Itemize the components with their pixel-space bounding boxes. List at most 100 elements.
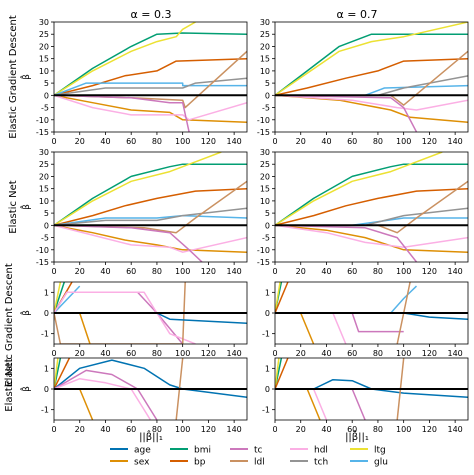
y-tick-label: 30 — [39, 148, 49, 157]
y-tick-label: 10 — [39, 197, 49, 206]
y-tick-label: -15 — [36, 128, 49, 137]
x-tick-label: 60 — [347, 349, 357, 358]
plot-area — [54, 22, 247, 132]
x-tick-label: 120 — [422, 425, 437, 434]
series-line-sex — [306, 388, 321, 420]
x-tick-label: 0 — [272, 267, 277, 276]
y-tick-label: 5 — [44, 209, 49, 218]
y-tick-label: 15 — [39, 55, 49, 64]
series-line-tc — [275, 94, 418, 132]
y-tick-label: -5 — [41, 104, 49, 113]
y-tick-label: -1 — [262, 330, 270, 339]
series-group — [54, 282, 247, 344]
y-tick-label: 20 — [39, 42, 49, 51]
x-tick-label: 140 — [447, 137, 462, 146]
y-tick-label: -10 — [36, 116, 49, 125]
y-tick-label: 25 — [39, 30, 49, 39]
x-tick-label: 40 — [100, 425, 110, 434]
row-label-enet-bottom: Elastic Net — [4, 358, 15, 411]
x-tick-label: 100 — [175, 267, 190, 276]
legend-label-tch: tch — [314, 458, 328, 468]
x-tick-label: 80 — [152, 425, 162, 434]
axes-frame — [53, 151, 248, 263]
y-tick-label: -5 — [262, 104, 270, 113]
y-tick-label: 20 — [39, 172, 49, 181]
panel-r1-c1: -15 -10 -5 0 5 10 15 20 25 30 0 20 40 60 80 100 120 140 — [257, 148, 469, 276]
x-tick-label: 140 — [226, 349, 241, 358]
x-tick-label: 80 — [152, 267, 162, 276]
y-tick-label: 1 — [44, 288, 49, 297]
legend-label-ldl: ldl — [254, 458, 265, 468]
legend-item-bmi: bmi — [170, 446, 211, 456]
series-group — [54, 358, 247, 420]
x-tick-label: 100 — [396, 349, 411, 358]
y-tick-label: -15 — [257, 258, 270, 267]
y-tick-label: 0 — [44, 91, 49, 100]
legend-label-age: age — [134, 446, 151, 456]
series-line-tc — [54, 224, 203, 262]
series-line-sex — [275, 224, 468, 253]
series-line-hdl — [275, 94, 468, 111]
y-tick-label: 10 — [39, 67, 49, 76]
x-tick-label: 100 — [175, 137, 190, 146]
x-axis-label-right: ||β̂||₁ — [345, 429, 369, 443]
series-line-hdl — [54, 377, 152, 420]
series-line-hdl — [54, 94, 247, 121]
x-tick-label: 20 — [75, 267, 85, 276]
x-tick-label: 140 — [447, 267, 462, 276]
series-line-bp — [54, 358, 71, 390]
series-line-ltg — [54, 22, 196, 96]
x-tick-label: 60 — [347, 425, 357, 434]
series-line-tch — [54, 77, 247, 97]
y-tick-label: 0 — [265, 309, 270, 318]
x-tick-label: 120 — [422, 267, 437, 276]
legend-item-tc: tc — [230, 446, 263, 456]
legend-item-hdl: hdl — [290, 446, 328, 456]
y-axis-label: β̂ — [19, 74, 32, 80]
plot-area — [275, 22, 468, 132]
x-tick-label: 40 — [321, 425, 331, 434]
x-tick-label: 60 — [126, 137, 136, 146]
x-tick-label: 100 — [396, 267, 411, 276]
x-tick-label: 0 — [51, 137, 56, 146]
series-line-bmi — [275, 163, 468, 226]
y-tick-label: 25 — [260, 160, 270, 169]
series-line-glu — [54, 82, 247, 97]
x-tick-label: 80 — [152, 349, 162, 358]
series-line-ltg — [275, 22, 468, 96]
x-tick-label: 80 — [373, 137, 383, 146]
series-line-ltg — [275, 358, 280, 390]
series-line-glu — [54, 285, 81, 314]
legend-label-hdl: hdl — [314, 446, 328, 456]
x-tick-label: 20 — [296, 137, 306, 146]
legend-label-bmi: bmi — [194, 446, 211, 456]
y-axis-label: β̂ — [19, 386, 32, 392]
y-tick-label: 10 — [260, 67, 270, 76]
series-line-ltg — [275, 152, 443, 226]
x-tick-label: 80 — [152, 137, 162, 146]
x-tick-label: 20 — [296, 349, 306, 358]
y-tick-label: 20 — [260, 42, 270, 51]
x-tick-label: 140 — [226, 267, 241, 276]
series-line-sex — [300, 312, 315, 344]
y-tick-label: -5 — [41, 234, 49, 243]
legend-item-sex: sex — [110, 458, 150, 468]
series-group — [275, 152, 468, 262]
series-line-hdl — [312, 388, 328, 420]
x-tick-label: 40 — [100, 137, 110, 146]
x-tick-label: 60 — [126, 349, 136, 358]
x-tick-label: 100 — [175, 425, 190, 434]
series-line-age — [313, 378, 468, 399]
x-tick-label: 60 — [347, 137, 357, 146]
x-tick-label: 0 — [51, 425, 56, 434]
legend-label-bp: bp — [194, 458, 206, 468]
y-tick-label: -1 — [41, 330, 49, 339]
x-tick-label: 120 — [201, 267, 216, 276]
y-tick-label: 5 — [265, 209, 270, 218]
x-tick-label: 40 — [100, 267, 110, 276]
series-line-bmi — [54, 163, 247, 226]
y-tick-label: 20 — [260, 172, 270, 181]
x-tick-label: 40 — [321, 267, 331, 276]
